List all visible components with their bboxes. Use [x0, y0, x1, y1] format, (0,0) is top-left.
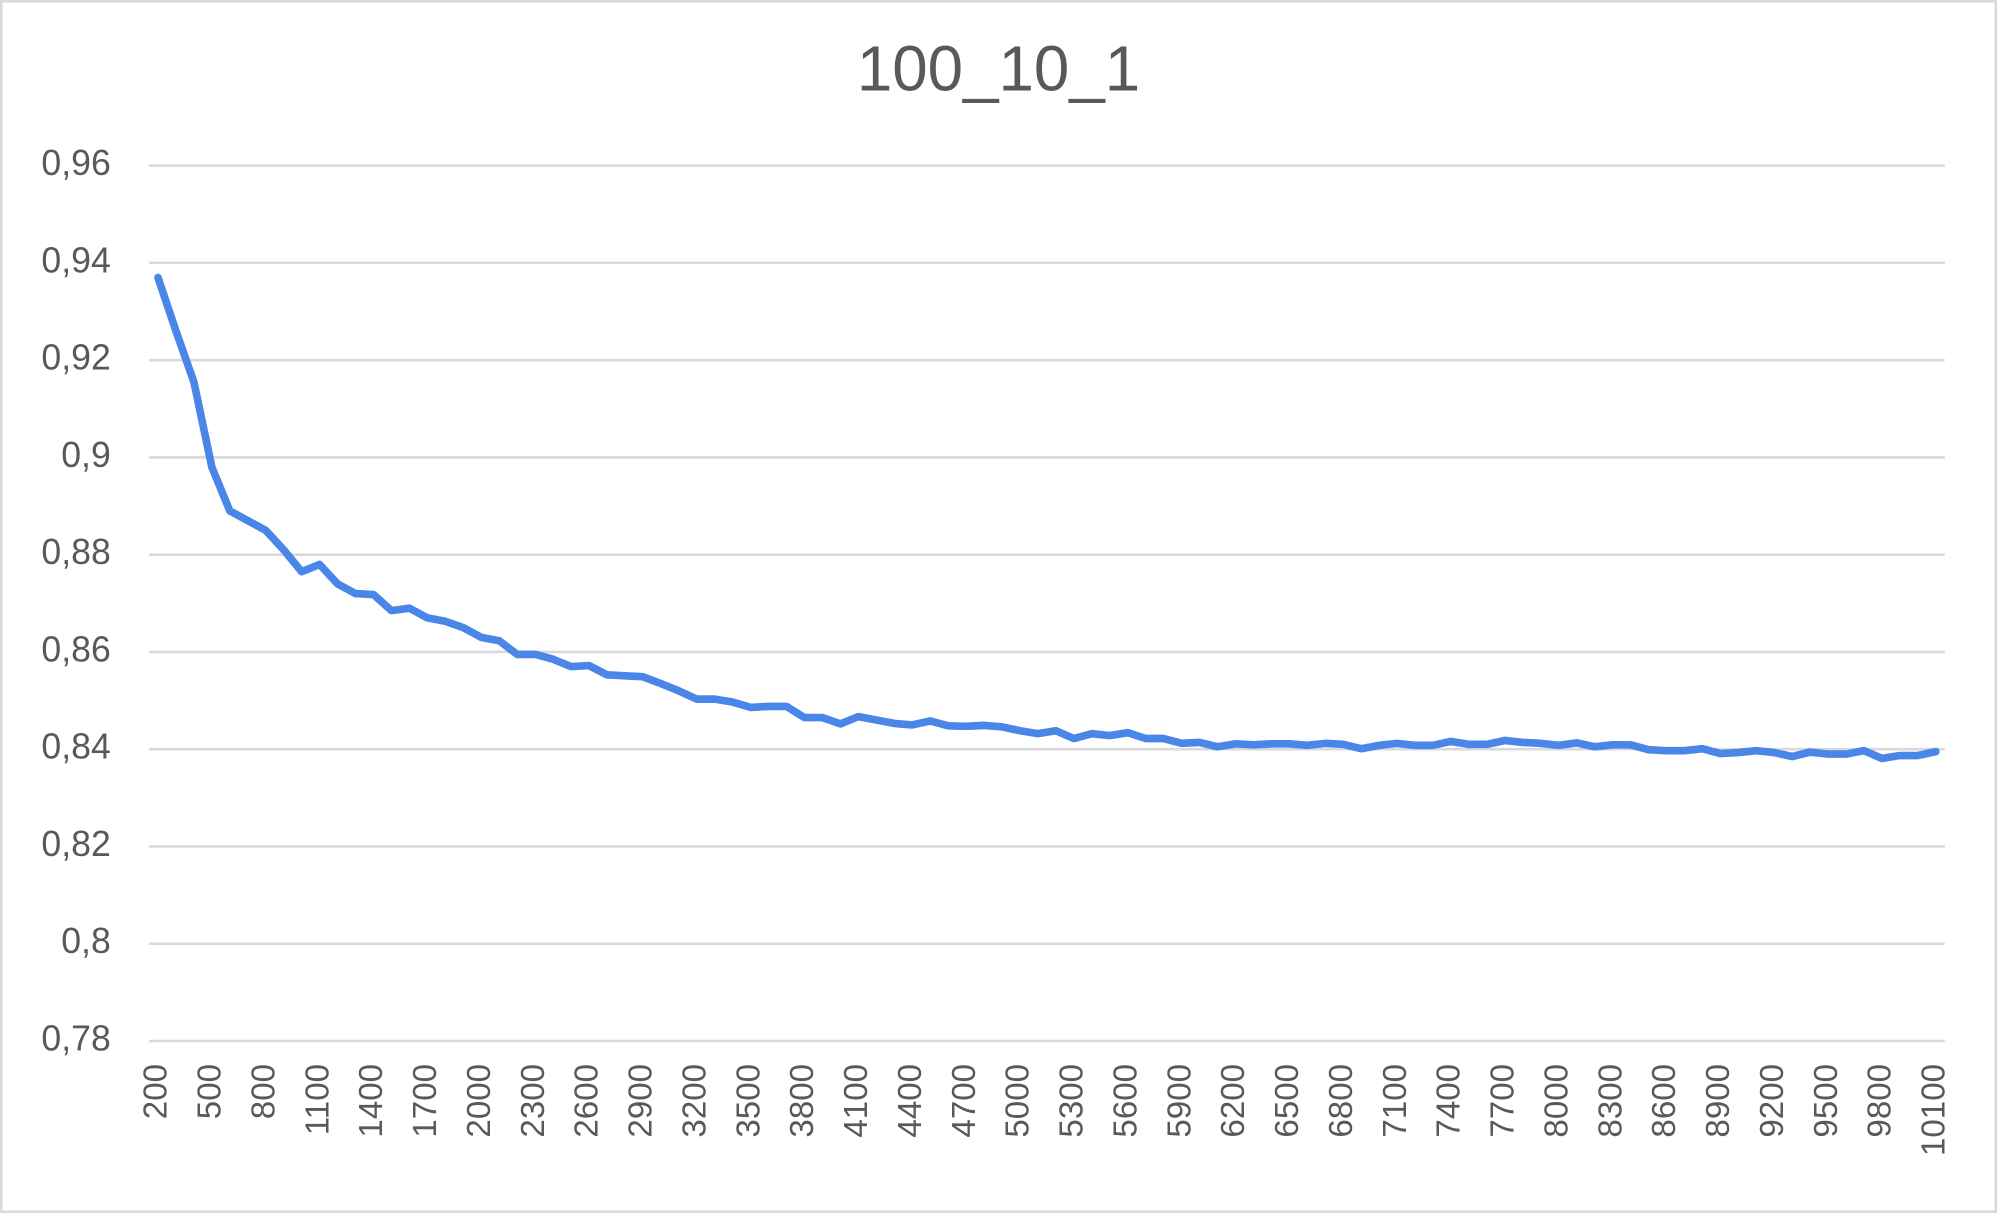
- x-tick-label: 6500: [1269, 1064, 1306, 1138]
- x-tick-label: 8000: [1538, 1064, 1575, 1138]
- x-tick-label: 3500: [730, 1064, 767, 1138]
- x-tick-label: 10100: [1916, 1064, 1953, 1156]
- y-tick-label: 0,86: [41, 629, 110, 669]
- x-tick-label: 2300: [515, 1064, 552, 1138]
- x-tick-label: 7100: [1377, 1064, 1414, 1138]
- x-tick-label: 7400: [1431, 1064, 1468, 1138]
- x-tick-label: 9500: [1808, 1064, 1845, 1138]
- y-tick-label: 0,88: [41, 532, 110, 572]
- x-tick-label: 2000: [461, 1064, 498, 1138]
- data-line: [154, 273, 1940, 763]
- x-tick-label: 1400: [353, 1064, 390, 1138]
- y-tick-label: 0,8: [61, 921, 111, 961]
- x-tick-label: 6200: [1215, 1064, 1252, 1138]
- x-tick-label: 2600: [569, 1064, 606, 1138]
- x-tick-label: 5600: [1107, 1064, 1144, 1138]
- x-tick-label: 5900: [1161, 1064, 1198, 1138]
- x-tick-label: 6800: [1323, 1064, 1360, 1138]
- y-tick-label: 0,78: [41, 1018, 110, 1058]
- x-tick-label: 800: [245, 1064, 282, 1119]
- y-tick-label: 0,9: [61, 435, 111, 475]
- x-tick-label: 3800: [784, 1064, 821, 1138]
- y-tick-label: 0,92: [41, 338, 110, 378]
- x-tick-label: 9200: [1754, 1064, 1791, 1138]
- x-tick-label: 5300: [1054, 1064, 1091, 1138]
- x-tick-label: 200: [138, 1064, 175, 1119]
- x-tick-label: 8300: [1592, 1064, 1629, 1138]
- x-tick-label: 4400: [892, 1064, 929, 1138]
- x-tick-label: 4700: [946, 1064, 983, 1138]
- y-tick-label: 0,94: [41, 240, 110, 280]
- y-tick-label: 0,84: [41, 727, 110, 767]
- chart-title: 100_10_1: [857, 34, 1140, 105]
- x-tick-label: 1700: [407, 1064, 444, 1138]
- x-tick-label: 9800: [1862, 1064, 1899, 1138]
- x-tick-label: 3200: [676, 1064, 713, 1138]
- x-tick-label: 1100: [299, 1064, 336, 1135]
- x-tick-label: 5000: [1000, 1064, 1037, 1138]
- x-tick-label: 2900: [623, 1064, 660, 1138]
- y-tick-label: 0,96: [41, 143, 110, 183]
- y-tick-label: 0,82: [41, 824, 110, 864]
- x-tick-label: 8900: [1700, 1064, 1737, 1138]
- x-tick-label: 500: [192, 1064, 229, 1119]
- x-tick-label: 8600: [1646, 1064, 1683, 1138]
- x-tick-label: 7700: [1485, 1064, 1522, 1138]
- x-tick-label: 4100: [838, 1064, 875, 1138]
